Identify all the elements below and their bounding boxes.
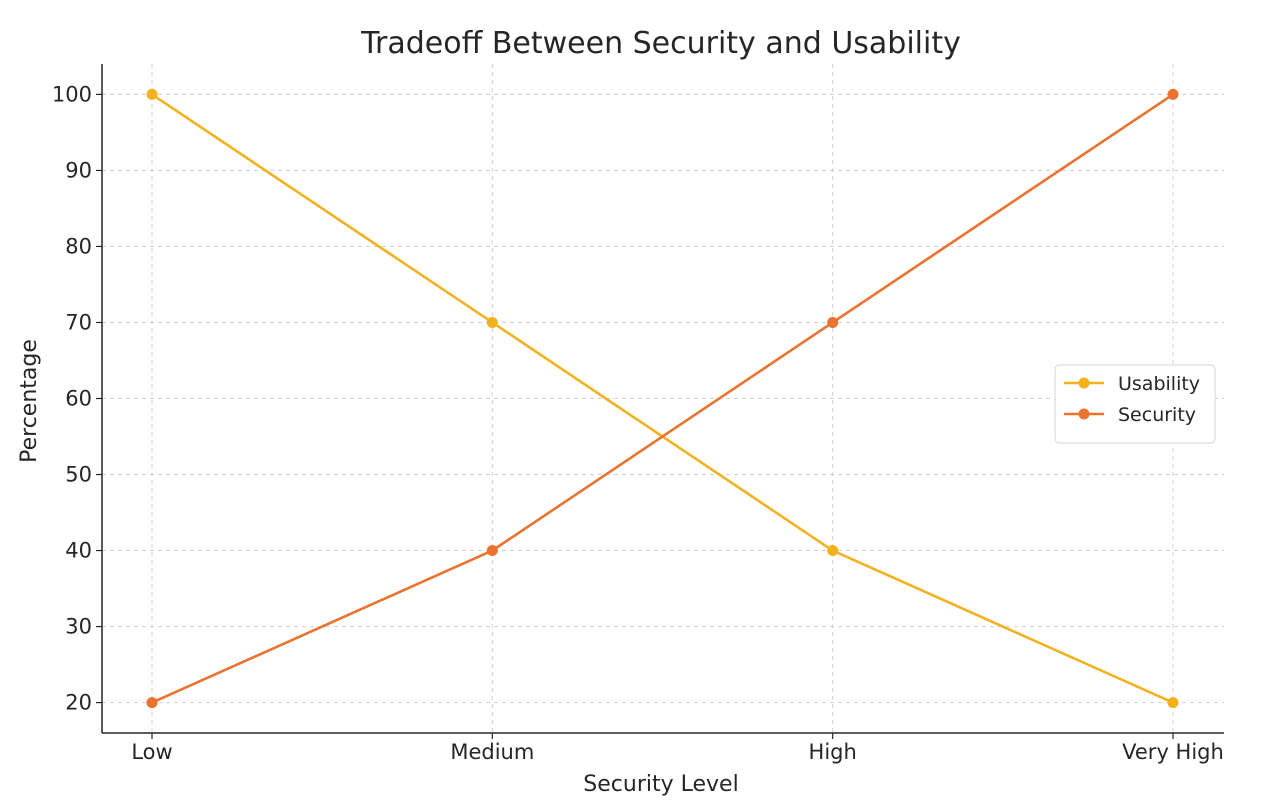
x-tick-label-0: Low	[131, 740, 172, 764]
y-tick-label-30: 30	[65, 615, 92, 639]
data-point-security-3	[1167, 88, 1179, 100]
y-tick-label-70: 70	[65, 310, 92, 334]
y-tick-label-80: 80	[65, 234, 92, 258]
data-point-usability-1	[486, 316, 498, 328]
series-layer	[146, 88, 1179, 709]
series-line-security	[151, 93, 1174, 704]
x-tick-label-1: Medium	[450, 740, 534, 764]
y-tick-label-90: 90	[65, 158, 92, 182]
x-axis-label: Security Level	[583, 772, 738, 797]
data-point-security-2	[827, 316, 839, 328]
data-point-usability-0	[146, 88, 158, 100]
series-security	[146, 88, 1179, 709]
legend-marker-usability	[1078, 377, 1090, 389]
legend: Usability Security	[1054, 364, 1216, 444]
x-tick-label-3: Very High	[1122, 740, 1224, 764]
x-axis-ticks: Low Medium High Very High	[131, 733, 1224, 764]
data-point-usability-2	[827, 545, 839, 557]
y-axis-label: Percentage	[17, 339, 42, 463]
data-point-security-0	[146, 697, 158, 709]
y-tick-label-50: 50	[65, 463, 92, 487]
x-tick-label-2: High	[809, 740, 857, 764]
legend-marker-security	[1078, 408, 1090, 420]
y-tick-label-20: 20	[65, 691, 92, 715]
legend-box	[1054, 364, 1216, 444]
y-tick-label-100: 100	[52, 82, 92, 106]
y-tick-label-40: 40	[65, 539, 92, 563]
legend-label-security: Security	[1118, 404, 1196, 426]
y-tick-label-60: 60	[65, 387, 92, 411]
chart-title: Tradeoff Between Security and Usability	[360, 26, 961, 61]
y-axis-ticks: 20 30 40 50 60 70 80 90 100	[52, 82, 102, 715]
legend-label-usability: Usability	[1118, 373, 1200, 395]
grid	[102, 64, 1224, 733]
data-point-security-1	[486, 545, 498, 557]
data-point-usability-3	[1167, 697, 1179, 709]
